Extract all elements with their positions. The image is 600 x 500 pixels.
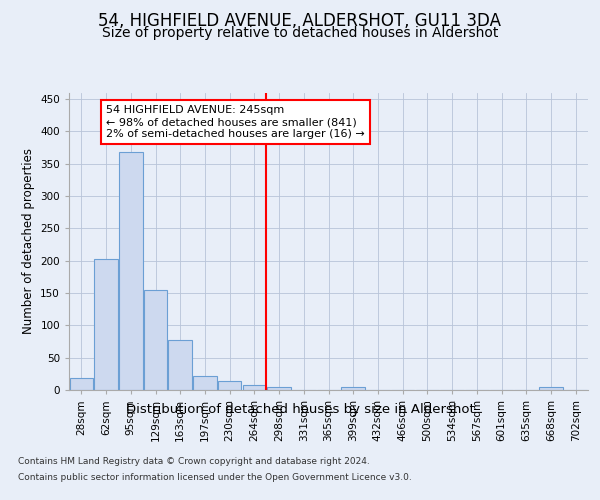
Text: 54 HIGHFIELD AVENUE: 245sqm
← 98% of detached houses are smaller (841)
2% of sem: 54 HIGHFIELD AVENUE: 245sqm ← 98% of det… [106, 106, 365, 138]
Bar [218, 381, 241, 390]
Bar [242, 386, 266, 390]
Text: 54, HIGHFIELD AVENUE, ALDERSHOT, GU11 3DA: 54, HIGHFIELD AVENUE, ALDERSHOT, GU11 3D… [98, 12, 502, 30]
Text: Contains public sector information licensed under the Open Government Licence v3: Contains public sector information licen… [18, 472, 412, 482]
Bar [341, 387, 365, 390]
Bar [169, 340, 192, 390]
Bar [268, 387, 291, 390]
Bar [119, 152, 143, 390]
Bar [539, 387, 563, 390]
Bar [144, 290, 167, 390]
Bar [193, 376, 217, 390]
Y-axis label: Number of detached properties: Number of detached properties [22, 148, 35, 334]
Bar [94, 260, 118, 390]
Text: Contains HM Land Registry data © Crown copyright and database right 2024.: Contains HM Land Registry data © Crown c… [18, 458, 370, 466]
Text: Size of property relative to detached houses in Aldershot: Size of property relative to detached ho… [102, 26, 498, 40]
Bar [70, 378, 93, 390]
Text: Distribution of detached houses by size in Aldershot: Distribution of detached houses by size … [125, 402, 475, 415]
